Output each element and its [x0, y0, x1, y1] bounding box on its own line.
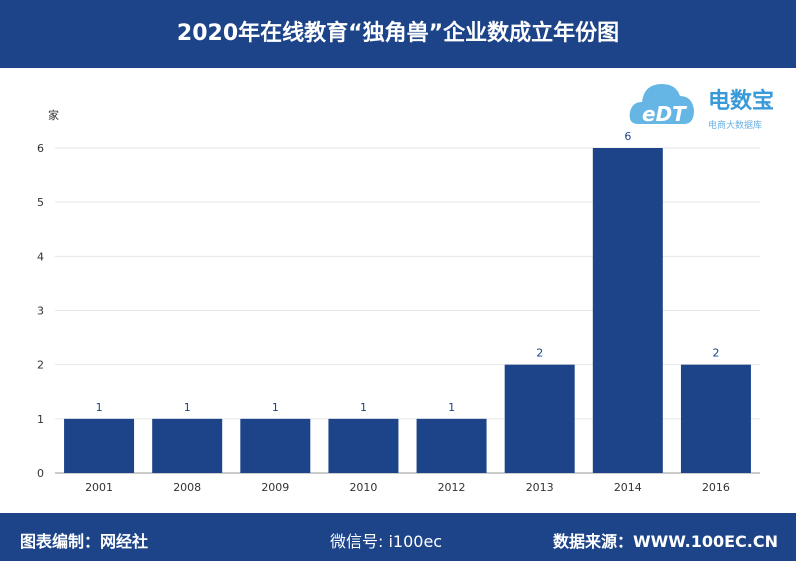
logo: eDT 电数宝 电商大数据库 [628, 74, 793, 134]
data-label: 1 [96, 401, 103, 414]
data-label: 1 [448, 401, 455, 414]
data-label: 1 [360, 401, 367, 414]
x-tick-label: 2010 [349, 481, 377, 494]
bar [328, 418, 399, 473]
y-tick-label: 0 [37, 467, 44, 480]
y-tick-label: 5 [37, 196, 44, 209]
wechat-watermark: 微信号: i100ec [330, 532, 443, 551]
source-text: 数据来源：WWW.100EC.CN [552, 532, 778, 551]
y-axis-label: 家 [48, 108, 59, 122]
chart-title: 2020年在线教育“独角兽”企业数成立年份图 [0, 0, 796, 68]
x-tick-label: 2016 [702, 481, 730, 494]
bar [416, 418, 487, 473]
x-tick-label: 2009 [261, 481, 289, 494]
x-tick-label: 2008 [173, 481, 201, 494]
y-tick-label: 1 [37, 413, 44, 426]
data-label: 1 [272, 401, 279, 414]
svg-text:电数宝: 电数宝 [708, 88, 774, 114]
y-tick-label: 6 [37, 142, 44, 155]
data-label: 2 [712, 347, 719, 360]
bar [592, 148, 663, 473]
bar [680, 364, 751, 473]
bar [64, 418, 135, 473]
data-label: 1 [184, 401, 191, 414]
x-tick-label: 2012 [438, 481, 466, 494]
bar [504, 364, 575, 473]
x-tick-label: 2001 [85, 481, 113, 494]
footer: 图表编制：网经社 微信号: i100ec 数据来源：WWW.100EC.CN [0, 513, 796, 561]
y-tick-label: 2 [37, 359, 44, 372]
x-tick-label: 2013 [526, 481, 554, 494]
svg-text:电商大数据库: 电商大数据库 [708, 119, 762, 131]
y-tick-label: 4 [37, 250, 44, 263]
x-tick-label: 2014 [614, 481, 642, 494]
data-label: 2 [536, 347, 543, 360]
svg-text:eDT: eDT [642, 102, 687, 126]
y-tick-label: 3 [37, 305, 44, 318]
bar [152, 418, 223, 473]
credit-text: 图表编制：网经社 [20, 532, 149, 551]
bar [240, 418, 311, 473]
